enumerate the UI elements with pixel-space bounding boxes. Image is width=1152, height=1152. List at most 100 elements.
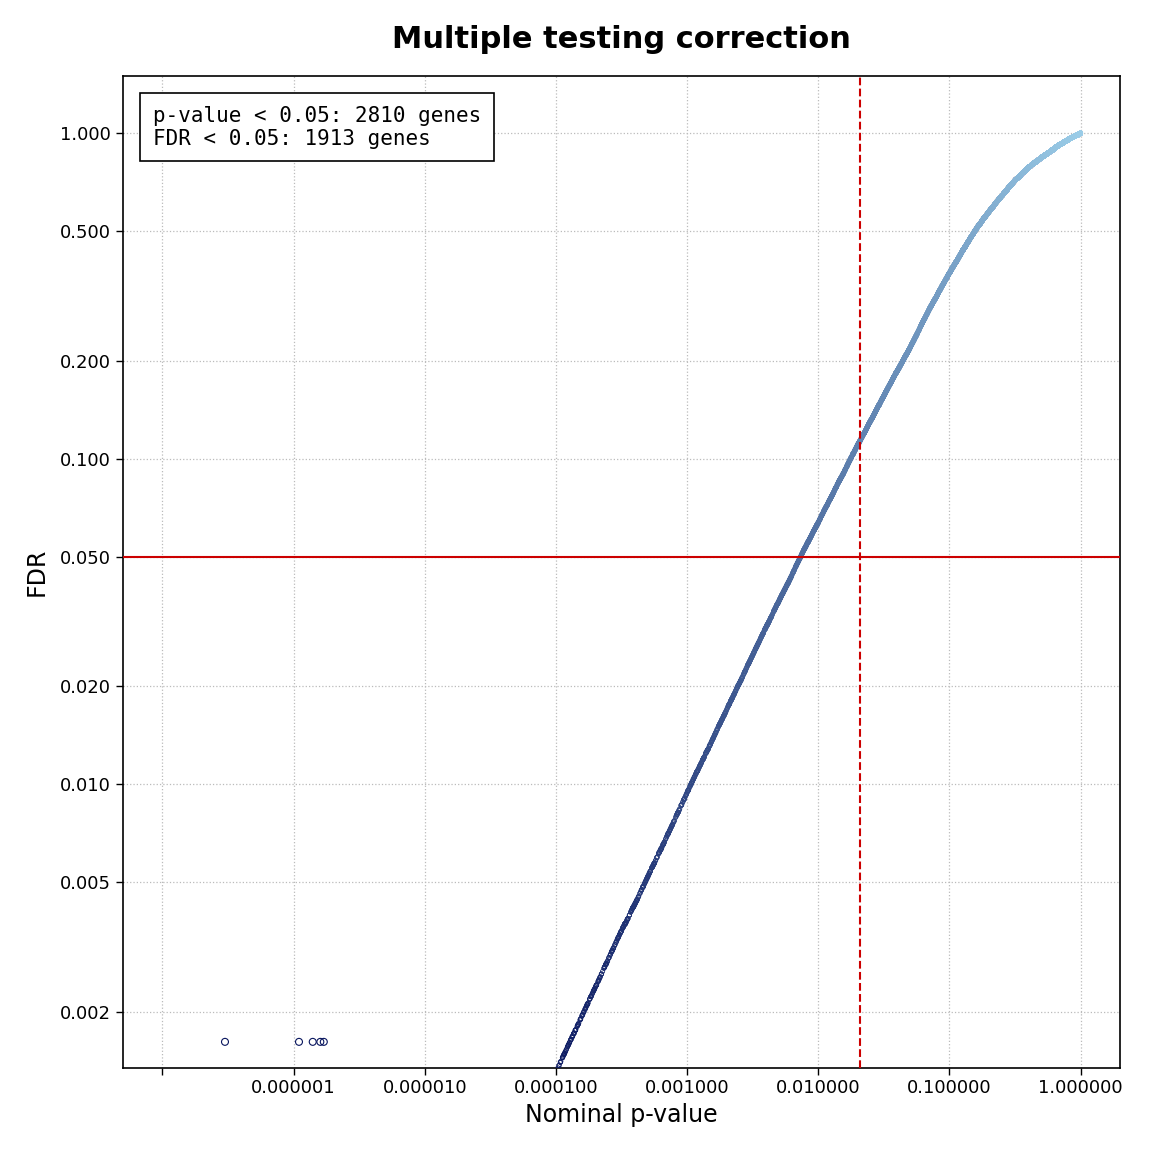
Point <box>1033 147 1052 166</box>
Point <box>1030 150 1048 168</box>
Point <box>1028 152 1046 170</box>
Point <box>1058 131 1076 150</box>
Point <box>922 297 940 316</box>
Point <box>1037 145 1055 164</box>
Point <box>1069 126 1087 144</box>
Point <box>914 313 932 332</box>
Point <box>1007 170 1025 189</box>
Point <box>1048 137 1067 156</box>
Point <box>1036 146 1054 165</box>
Point <box>1049 136 1068 154</box>
Point <box>1053 134 1071 152</box>
Point <box>994 185 1013 204</box>
Point <box>1023 156 1041 174</box>
Point <box>1052 135 1070 153</box>
Point <box>790 551 809 569</box>
Point <box>984 198 1002 217</box>
Point <box>926 289 945 308</box>
Point <box>1043 141 1061 159</box>
Point <box>1059 130 1077 149</box>
Point <box>1062 128 1081 146</box>
Point <box>1051 136 1069 154</box>
Point <box>1056 131 1075 150</box>
Point <box>1031 150 1049 168</box>
Point <box>1028 151 1046 169</box>
Point <box>1070 124 1089 143</box>
Point <box>864 407 882 425</box>
Point <box>817 497 835 515</box>
Point <box>1032 149 1051 167</box>
Point <box>568 1016 586 1034</box>
Point <box>1013 165 1031 183</box>
Point <box>833 468 851 486</box>
Point <box>1058 131 1076 150</box>
Point <box>1053 135 1071 153</box>
Point <box>1009 168 1028 187</box>
Point <box>1026 152 1045 170</box>
Point <box>1048 137 1067 156</box>
Point <box>901 339 919 357</box>
Point <box>869 399 887 417</box>
Point <box>1016 161 1034 180</box>
Point <box>1007 170 1025 189</box>
Point <box>817 499 835 517</box>
Point <box>1037 145 1055 164</box>
Point <box>950 248 969 266</box>
Point <box>952 244 970 263</box>
Point <box>1070 124 1089 143</box>
Point <box>1069 126 1087 144</box>
Point <box>628 890 646 909</box>
Point <box>1058 131 1076 150</box>
Point <box>1022 157 1040 175</box>
Point <box>1036 146 1054 165</box>
Point <box>1064 127 1083 145</box>
Point <box>1064 128 1083 146</box>
Point <box>1060 130 1078 149</box>
Point <box>1056 132 1075 151</box>
Point <box>991 190 1009 209</box>
Point <box>1056 132 1075 151</box>
Point <box>1048 137 1067 156</box>
Point <box>1064 127 1083 145</box>
Point <box>1029 151 1047 169</box>
Point <box>985 196 1003 214</box>
Point <box>566 1022 584 1040</box>
Point <box>987 194 1006 212</box>
Point <box>1009 167 1028 185</box>
Point <box>942 259 961 278</box>
Point <box>946 255 964 273</box>
Point <box>1006 172 1024 190</box>
Point <box>1053 134 1071 152</box>
Point <box>1062 129 1081 147</box>
Point <box>1030 150 1048 168</box>
Point <box>1032 149 1051 167</box>
Point <box>855 425 873 444</box>
Point <box>1048 137 1067 156</box>
Point <box>863 409 881 427</box>
Point <box>1044 141 1062 159</box>
Point <box>972 212 991 230</box>
Point <box>1039 144 1058 162</box>
Point <box>1015 162 1033 181</box>
Point <box>954 240 972 258</box>
Point <box>1061 129 1079 147</box>
Point <box>1058 131 1076 150</box>
Point <box>968 219 986 237</box>
Point <box>1021 157 1039 175</box>
Point <box>1064 128 1083 146</box>
Point <box>909 321 927 340</box>
Point <box>1069 126 1087 144</box>
Point <box>975 210 993 228</box>
Point <box>1032 149 1051 167</box>
Point <box>679 782 697 801</box>
Point <box>1063 128 1082 146</box>
Point <box>872 391 890 409</box>
Point <box>869 399 887 417</box>
Point <box>1062 128 1081 146</box>
Point <box>972 212 991 230</box>
Point <box>1033 147 1052 166</box>
Point <box>1053 135 1071 153</box>
Point <box>1064 127 1083 145</box>
Point <box>768 594 787 613</box>
Point <box>1054 132 1073 151</box>
